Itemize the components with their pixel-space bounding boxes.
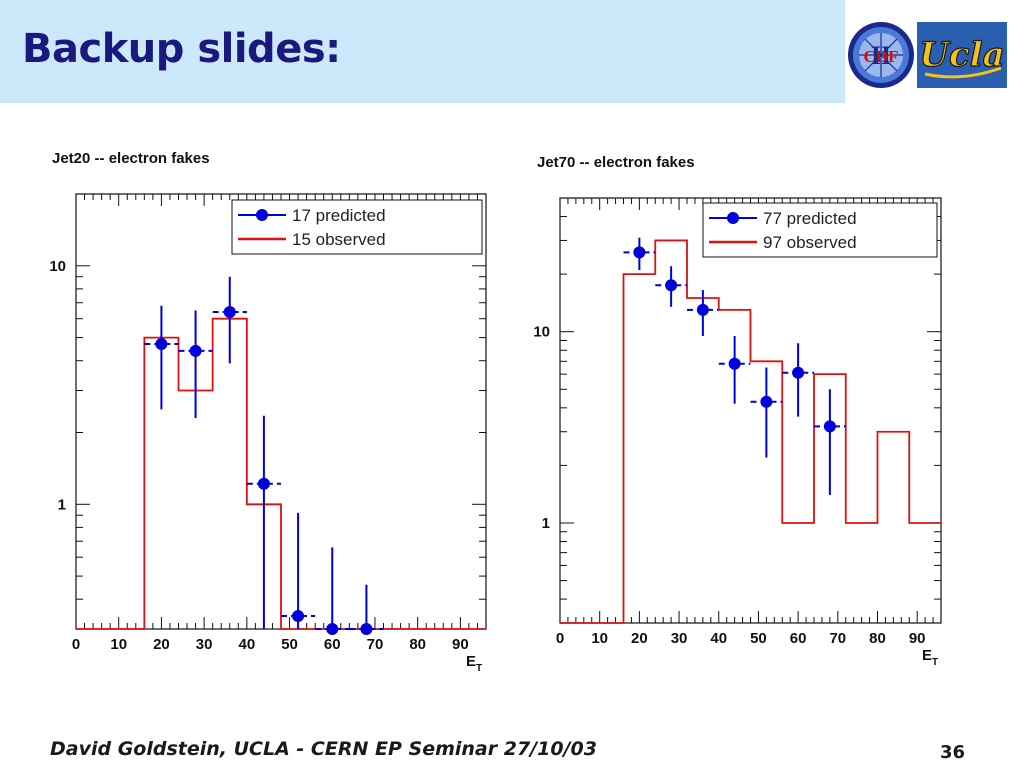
x-tick-label: 80: [409, 636, 426, 653]
ucla-logo-text: Ucla: [919, 35, 1004, 75]
legend: 77 predicted 97 observed: [702, 202, 938, 258]
predicted-marker: [155, 337, 168, 350]
legend-predicted-marker: [256, 209, 268, 221]
predicted-marker: [189, 344, 202, 357]
x-tick-label: 30: [196, 636, 213, 653]
predicted-marker: [292, 610, 305, 623]
y-tick-label: 10: [49, 258, 66, 275]
y-tick-label: 1: [58, 496, 66, 513]
legend-predicted-marker: [727, 212, 739, 224]
x-tick-label: 10: [591, 630, 608, 647]
header-band: [0, 0, 845, 103]
predicted-point: [144, 305, 179, 410]
x-tick-label: 20: [153, 636, 170, 653]
predicted-marker: [360, 623, 373, 635]
predicted-point: [246, 415, 281, 629]
predicted-point: [782, 343, 814, 417]
legend-observed-label: 15 observed: [292, 230, 386, 249]
footer-page-number: 36: [940, 742, 966, 763]
plot-title: Jet20 -- electron fakes: [52, 150, 210, 167]
x-tick-label: 60: [324, 636, 341, 653]
legend-predicted-label: 17 predicted: [292, 206, 386, 225]
cdf-logo-numeral: II: [871, 41, 891, 70]
x-tick-label: 60: [790, 630, 807, 647]
predicted-point: [349, 584, 384, 635]
x-tick-label: 70: [829, 630, 846, 647]
x-tick-label: 20: [631, 630, 648, 647]
predicted-marker: [728, 357, 741, 370]
x-tick-label: 30: [671, 630, 688, 647]
legend-box: [702, 202, 938, 258]
x-tick-label: 40: [238, 636, 255, 653]
legend-observed-label: 97 observed: [763, 233, 857, 252]
predicted-point: [814, 389, 846, 496]
predicted-marker: [326, 623, 339, 635]
x-tick-label: 90: [452, 636, 469, 653]
predicted-marker: [760, 395, 773, 408]
predicted-point: [281, 512, 316, 629]
predicted-point: [655, 266, 687, 307]
y-tick-label: 10: [533, 324, 550, 341]
predicted-marker: [665, 279, 678, 292]
x-axis-label: E: [922, 647, 932, 664]
predicted-marker: [257, 477, 270, 490]
x-tick-label: 80: [869, 630, 886, 647]
predicted-point: [178, 310, 213, 419]
y-tick-label: 1: [542, 515, 550, 532]
x-tick-label: 10: [110, 636, 127, 653]
x-axis-label-sub: T: [932, 657, 938, 668]
predicted-point: [718, 335, 751, 404]
predicted-marker: [823, 420, 836, 433]
predicted-point: [750, 367, 783, 458]
legend-box: [231, 199, 483, 255]
predicted-marker: [633, 246, 646, 259]
x-tick-label: 90: [909, 630, 926, 647]
x-tick-label: 50: [281, 636, 298, 653]
slide-title: Backup slides:: [22, 26, 341, 72]
chart-jet20: Jet20 -- electron fakes 0 10 20 30 40 50 60 70 80…: [49, 150, 487, 674]
x-tick-label: 40: [710, 630, 727, 647]
observed-histogram: [560, 239, 941, 624]
cdf-logo-text: CDF: [864, 47, 899, 66]
x-tick-label: 70: [367, 636, 384, 653]
predicted-point: [212, 276, 247, 364]
predicted-marker: [696, 303, 709, 316]
x-tick-label: 0: [556, 630, 564, 647]
footer-author: David Goldstein, UCLA - CERN EP Seminar …: [50, 738, 597, 760]
predicted-point: [687, 290, 719, 336]
predicted-marker: [223, 306, 236, 319]
x-tick-label: 0: [72, 636, 80, 653]
predicted-point: [315, 547, 350, 635]
observed-histogram: [76, 317, 486, 630]
x-tick-label: 50: [750, 630, 767, 647]
legend-predicted-label: 77 predicted: [763, 209, 857, 228]
chart-jet70: Jet70 -- electron fakes 0 10 20 30 40 50 60 70 80…: [533, 154, 942, 668]
plot-title: Jet70 -- electron fakes: [537, 154, 695, 171]
cdf-logo-icon: II CDF: [848, 22, 914, 88]
x-axis-label-sub: T: [476, 663, 482, 674]
x-axis-label: E: [466, 653, 476, 670]
predicted-marker: [792, 366, 805, 379]
ucla-logo-icon: Ucla: [917, 22, 1007, 88]
predicted-point: [623, 237, 656, 271]
legend: 17 predicted 15 observed: [231, 199, 483, 255]
plot-frame: [559, 197, 942, 624]
